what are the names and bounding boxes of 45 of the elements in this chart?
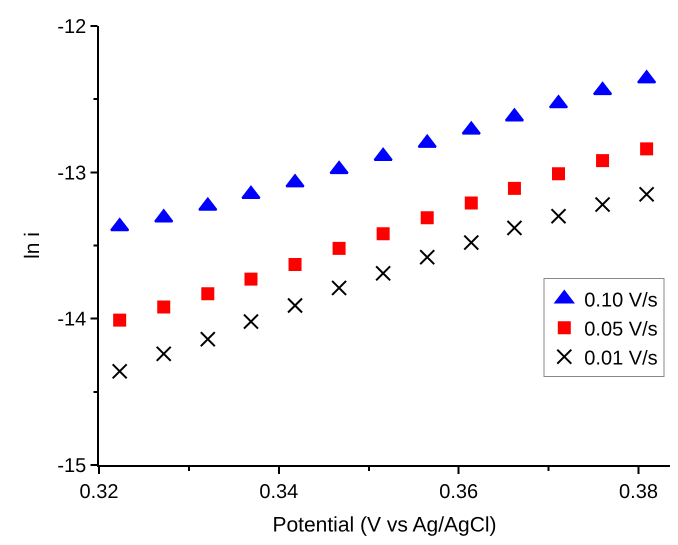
point	[592, 82, 612, 96]
point	[288, 258, 302, 272]
point	[332, 242, 346, 255]
point	[242, 314, 259, 330]
point	[638, 186, 655, 202]
point	[506, 220, 522, 236]
point	[462, 121, 481, 135]
point	[156, 346, 172, 362]
x-tick-label: 0.36	[439, 480, 478, 503]
point	[157, 300, 170, 314]
y-axis-title: ln i	[20, 232, 44, 259]
point	[200, 331, 216, 348]
point	[550, 208, 566, 224]
point	[110, 218, 130, 232]
point	[244, 272, 258, 286]
point	[329, 160, 349, 174]
point	[241, 186, 261, 200]
point	[596, 154, 610, 168]
y-tick-label: -14	[57, 308, 86, 331]
point	[420, 211, 434, 224]
x-axis-title: Potential (V vs Ag/AgCl)	[272, 513, 497, 536]
legend-label: 0.10 V/s	[584, 290, 658, 312]
point	[594, 196, 611, 213]
point	[376, 227, 390, 240]
point	[464, 196, 478, 210]
point	[198, 197, 218, 211]
x-tick-label: 0.32	[80, 480, 118, 503]
y-tick-label: -13	[57, 162, 86, 184]
point	[331, 280, 348, 296]
legend-label: 0.01 V/s	[584, 348, 658, 370]
point	[201, 287, 214, 300]
y-tick-label: -12	[57, 16, 86, 38]
point	[113, 314, 126, 327]
point	[508, 182, 521, 195]
point	[287, 298, 304, 314]
point	[463, 234, 480, 251]
point	[640, 142, 654, 156]
legend-label: 0.05 V/s	[584, 318, 658, 340]
point	[375, 265, 392, 282]
point	[419, 249, 436, 266]
x-tick-label: 0.34	[259, 480, 298, 503]
y-tick-label: -15	[57, 455, 86, 477]
x-tick-label: 0.38	[619, 480, 658, 503]
point	[552, 167, 565, 180]
point	[112, 363, 128, 380]
